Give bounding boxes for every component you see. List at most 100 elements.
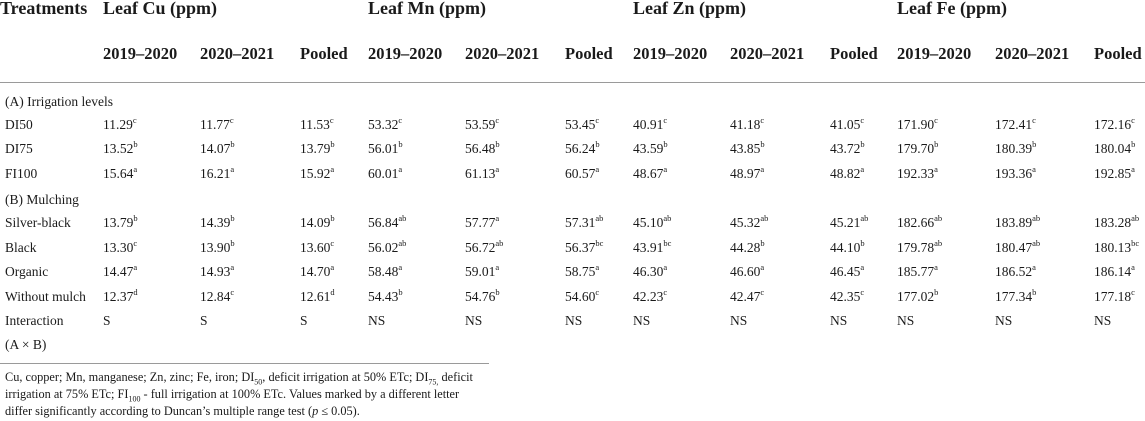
cell-value: 56.48 xyxy=(465,141,496,156)
table-cell: 13.52b xyxy=(103,139,138,157)
cell-value: 11.77 xyxy=(200,117,230,132)
cell-value: 14.09 xyxy=(300,215,331,230)
table-footnote: Cu, copper; Mn, manganese; Zn, zinc; Fe,… xyxy=(5,369,485,420)
table-cell: 183.28ab xyxy=(1094,212,1140,231)
significance-letter: c xyxy=(595,114,600,125)
significance-letter: a xyxy=(1032,163,1036,174)
cell-value: NS xyxy=(830,313,848,328)
cell-value: 59.01 xyxy=(465,264,496,279)
cell-value: 46.45 xyxy=(830,264,861,279)
footnote-sub: 75, xyxy=(428,377,439,387)
footnote-sub: 100 xyxy=(128,394,141,404)
footnote-sub: 50 xyxy=(254,377,263,387)
cell-value: NS xyxy=(633,313,651,328)
table-cell: 53.32c xyxy=(368,115,402,133)
row-label: FI100 xyxy=(5,166,38,181)
row-label: DI50 xyxy=(5,117,33,132)
table-cell: 13.79b xyxy=(103,213,138,231)
table-cell: 57.31ab xyxy=(565,213,603,231)
table-cell: 180.47ab xyxy=(995,237,1041,256)
table-cell: 193.36a xyxy=(995,163,1036,182)
cell-value: 44.10 xyxy=(830,240,861,255)
significance-letter: b xyxy=(330,212,335,223)
significance-letter: c xyxy=(760,286,765,297)
table-cell: 58.48a xyxy=(368,262,402,280)
table-cell: 48.97a xyxy=(730,164,764,182)
significance-letter: b xyxy=(595,138,600,149)
table-cell: NS xyxy=(730,313,747,329)
table-cell: 13.60c xyxy=(300,238,334,256)
significance-letter: a xyxy=(760,261,765,272)
cell-value: 57.77 xyxy=(465,215,496,230)
cell-value: 54.60 xyxy=(565,289,596,304)
table-cell: 15.92a xyxy=(300,163,335,182)
cell-value: 14.70 xyxy=(300,264,331,279)
significance-letter: b xyxy=(230,212,235,223)
significance-letter: c xyxy=(860,286,865,297)
significance-letter: b xyxy=(760,138,765,149)
cell-value: NS xyxy=(465,313,483,328)
leaf-fe-header: Leaf Fe (ppm) xyxy=(897,0,1007,18)
table-cell: 177.34b xyxy=(995,287,1036,305)
cell-value: 53.59 xyxy=(465,117,496,132)
table-cell: 56.37bc xyxy=(565,238,603,256)
cell-value: 41.05 xyxy=(830,117,861,132)
footnote-text: ≤ 0.05). xyxy=(318,404,360,418)
cell-value: 45.10 xyxy=(633,215,664,230)
significance-letter: a xyxy=(495,212,500,223)
significance-letter: a xyxy=(398,163,403,174)
significance-letter: ab xyxy=(860,212,869,223)
significance-letter: a xyxy=(595,163,600,174)
table-cell: 13.79b xyxy=(300,139,335,157)
cell-value: 15.92 xyxy=(300,166,331,181)
table-cell: NS xyxy=(995,313,1012,329)
cell-value: 183.28 xyxy=(1094,215,1132,230)
table-cell: NS xyxy=(465,313,482,329)
significance-letter: ab xyxy=(1032,237,1041,248)
subcol-fe-pooled: Pooled xyxy=(1094,44,1142,63)
table-cell: 182.66ab xyxy=(897,213,942,231)
subcol-mn-1: 2019–2020 xyxy=(368,44,443,63)
footnote-rule xyxy=(0,363,489,364)
cell-value: 171.90 xyxy=(897,117,935,132)
cell-value: 186.14 xyxy=(1094,264,1132,279)
cell-value: 56.24 xyxy=(565,141,596,156)
cell-value: 177.34 xyxy=(995,289,1033,304)
table-cell: 14.47a xyxy=(103,262,137,280)
table-cell: 56.01b xyxy=(368,139,403,157)
significance-letter: a xyxy=(934,261,938,272)
significance-letter: b xyxy=(1032,138,1037,149)
table-cell: 13.90b xyxy=(200,238,235,256)
cell-value: 13.90 xyxy=(200,240,231,255)
cell-value: 14.93 xyxy=(200,264,231,279)
cell-value: 182.66 xyxy=(897,215,935,230)
subcol-cu-1: 2019–2020 xyxy=(103,44,178,63)
table-cell: 12.37d xyxy=(103,287,138,305)
significance-letter: c xyxy=(1131,114,1135,125)
significance-letter: a xyxy=(330,163,335,174)
cell-value: S xyxy=(300,313,308,328)
cell-value: 56.84 xyxy=(368,215,399,230)
significance-letter: a xyxy=(230,261,235,272)
significance-letter: b xyxy=(860,237,865,248)
table-cell: 179.78ab xyxy=(897,238,942,256)
table-cell: 180.13bc xyxy=(1094,238,1139,256)
table-cell: 45.21ab xyxy=(830,212,869,231)
leaf-cu-header: Leaf Cu (ppm) xyxy=(103,0,218,18)
cell-value: 172.16 xyxy=(1094,117,1132,132)
subcol-zn-pooled: Pooled xyxy=(830,44,878,63)
cell-value: 56.37 xyxy=(565,240,596,255)
table-cell: 11.29c xyxy=(103,115,137,133)
table-cell: 185.77a xyxy=(897,261,938,280)
cell-value: 16.21 xyxy=(200,166,231,181)
cell-value: 14.07 xyxy=(200,141,231,156)
row-label: Silver-black xyxy=(5,215,71,230)
cell-value: 46.30 xyxy=(633,264,664,279)
cell-value: 179.78 xyxy=(897,240,935,255)
table-cell: 177.02b xyxy=(897,287,938,305)
cell-value: 48.82 xyxy=(830,166,861,181)
cell-value: 12.84 xyxy=(200,289,231,304)
significance-letter: ab xyxy=(1131,212,1140,223)
cell-value: 172.41 xyxy=(995,117,1033,132)
cell-value: 48.97 xyxy=(730,166,761,181)
